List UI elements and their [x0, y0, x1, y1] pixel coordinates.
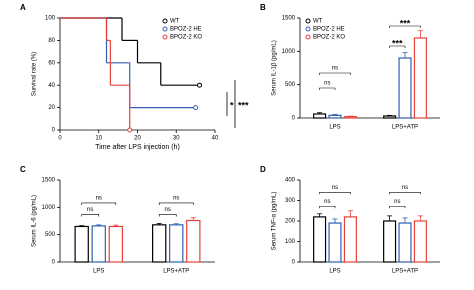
y-tick-label: 0: [292, 260, 296, 266]
significance-bracket: [319, 87, 336, 90]
y-tick-label: 100: [45, 16, 56, 22]
significance-bracket: [319, 192, 351, 195]
x-tick-label: 40: [212, 136, 219, 142]
y-axis-label: Serum IL-1β (pg/mL): [272, 40, 278, 95]
x-tick-label: LPS: [329, 269, 340, 275]
legend-label: BPOZ-2 HE: [313, 27, 345, 33]
y-axis-label: Survival rate (%): [32, 52, 38, 96]
bar: [108, 225, 123, 263]
x-axis-label: Time after LPS injection (h): [95, 144, 180, 151]
significance-label: ns: [87, 207, 93, 213]
y-axis-label: Serum IL-6 (pg/mL): [32, 195, 38, 247]
y-tick-label: 0: [292, 116, 296, 122]
significance-label: ***: [238, 100, 249, 110]
survival-end: [193, 105, 199, 111]
y-tick-label: 80: [48, 38, 55, 44]
bar: [328, 222, 342, 263]
bar: [398, 222, 412, 263]
significance-bracket: [389, 205, 406, 209]
bar: [91, 225, 106, 263]
bar: [328, 114, 342, 119]
x-tick-label: 30: [173, 136, 180, 142]
panel-letter: D: [260, 165, 266, 174]
significance-bracket: [158, 214, 177, 217]
x-tick-label: 10: [95, 136, 102, 142]
significance-label: ns: [324, 81, 330, 87]
y-tick-label: 1000: [282, 49, 296, 55]
bar: [413, 220, 427, 263]
x-tick-label: LPS+ATP: [392, 125, 418, 131]
y-tick-label: 40: [48, 83, 55, 89]
significance-label: ***: [392, 38, 403, 48]
significance-label: ns: [332, 185, 338, 191]
y-tick-label: 0: [52, 260, 56, 266]
significance-bracket: [81, 214, 100, 217]
y-tick-label: 200: [285, 219, 296, 225]
survival-end: [127, 127, 133, 133]
significance-label: ***: [400, 18, 411, 28]
bar: [383, 220, 397, 263]
bar: [398, 57, 412, 119]
significance-label: ns: [332, 66, 338, 72]
x-tick-label: LPS+ATP: [392, 269, 418, 275]
panel-letter: C: [20, 165, 26, 174]
legend-label: BPOZ-2 KO: [170, 35, 202, 41]
significance-bracket: [389, 192, 421, 195]
legend-label: BPOZ-2 HE: [170, 27, 202, 33]
significance-label: *: [230, 100, 234, 110]
panel-letter: A: [20, 3, 26, 12]
significance-label: ns: [165, 207, 171, 213]
y-tick-label: 500: [45, 232, 56, 238]
x-tick-label: 20: [134, 136, 141, 142]
legend-label: WT: [313, 19, 323, 25]
bar: [74, 225, 89, 263]
y-tick-label: 60: [48, 60, 55, 66]
bar: [343, 116, 357, 119]
y-tick-label: 500: [285, 82, 296, 88]
x-tick-label: LPS: [93, 269, 104, 275]
bar: [313, 113, 327, 119]
significance-label: ns: [394, 199, 400, 205]
significance-bracket: [389, 25, 421, 28]
significance-bracket: [319, 205, 336, 209]
bar: [383, 115, 397, 119]
legend-label: BPOZ-2 KO: [313, 35, 345, 41]
y-tick-label: 1500: [282, 16, 296, 22]
panel-letter: B: [260, 3, 266, 12]
y-tick-label: 0: [52, 128, 56, 134]
survival-end: [197, 82, 202, 88]
bar: [186, 219, 201, 263]
legend-marker: [162, 34, 168, 40]
x-tick-label: LPS: [329, 125, 340, 131]
significance-bracket: [389, 45, 406, 48]
significance-label: ns: [96, 196, 102, 202]
significance-label: ns: [324, 199, 330, 205]
significance-bracket: [81, 202, 117, 205]
significance-bracket: [158, 202, 194, 205]
y-tick-label: 400: [285, 178, 296, 184]
bar: [152, 224, 167, 263]
x-tick-label: LPS+ATP: [163, 269, 189, 275]
y-axis-label: Serum TNF-α (pg/mL): [272, 192, 278, 251]
legend-marker: [162, 18, 168, 24]
significance-label: ns: [173, 196, 179, 202]
bar: [343, 216, 357, 263]
y-tick-label: 300: [285, 198, 296, 204]
legend-marker: [305, 26, 311, 32]
significance-bracket: [319, 72, 351, 75]
bar: [169, 224, 184, 263]
y-tick-label: 20: [48, 105, 55, 111]
bar: [413, 37, 427, 119]
legend-label: WT: [170, 19, 180, 25]
significance-label: ns: [402, 185, 408, 191]
x-tick-label: 0: [58, 136, 62, 142]
y-tick-label: 1000: [42, 205, 56, 211]
legend-marker: [305, 18, 311, 24]
bar: [313, 216, 327, 263]
y-tick-label: 100: [285, 239, 296, 245]
legend-marker: [305, 34, 311, 40]
legend-marker: [162, 26, 168, 32]
y-tick-label: 1500: [42, 178, 56, 184]
